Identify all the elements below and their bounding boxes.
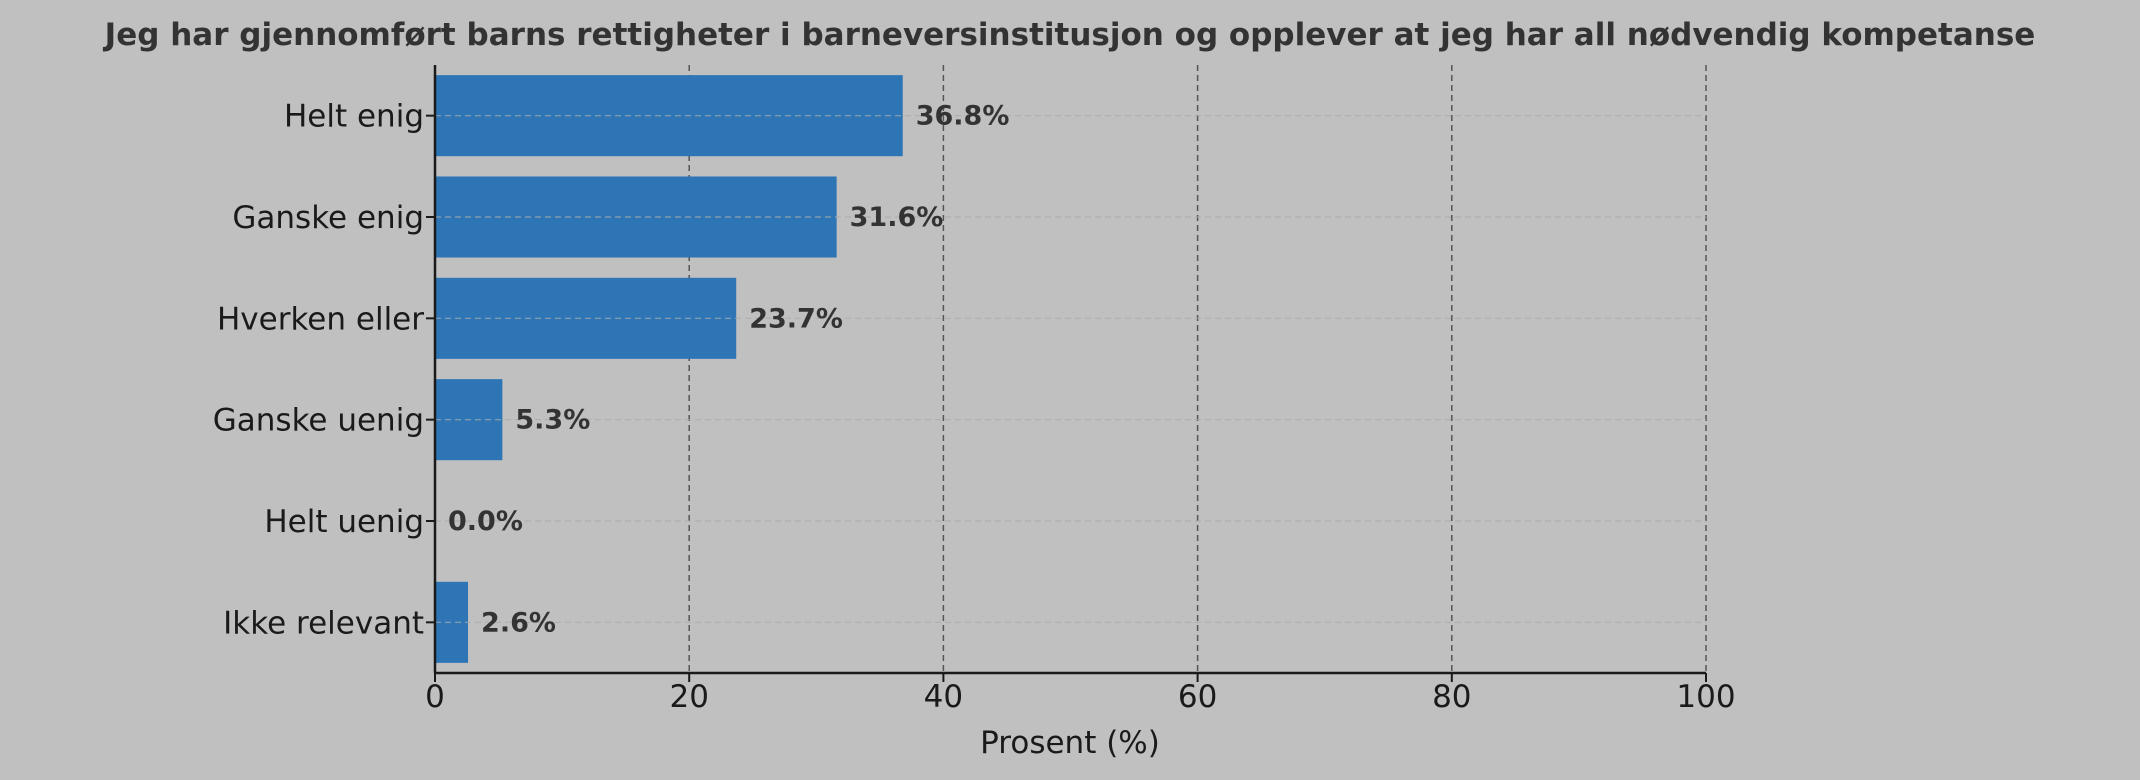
category-label: Ganske enig (232, 200, 424, 236)
value-label: 2.6% (481, 607, 556, 638)
value-label: 31.6% (850, 202, 944, 233)
value-label: 5.3% (515, 405, 590, 436)
x-tick-label: 100 (1676, 679, 1735, 715)
category-label: Hverken eller (217, 301, 424, 337)
labels-layer: 0 20 40 60 80 100 Helt enig Ganske enig Hverken … (213, 99, 1736, 715)
x-axis-title: Prosent (%) (980, 725, 1160, 761)
category-label: Ganske uenig (213, 403, 424, 439)
grid-layer (688, 65, 1707, 673)
category-label: Helt uenig (264, 504, 424, 540)
x-tick-label: 0 (425, 679, 445, 715)
value-label: 0.0% (448, 506, 523, 537)
horizontal-grid-layer (435, 115, 1706, 623)
x-tick-label: 80 (1432, 679, 1471, 715)
axes-layer (426, 65, 1707, 682)
category-label: Helt enig (284, 99, 424, 135)
value-label: 36.8% (916, 101, 1010, 132)
bars-layer (435, 75, 903, 663)
x-tick-label: 20 (669, 679, 708, 715)
category-label: Ikke relevant (223, 605, 424, 641)
x-tick-label: 60 (1178, 679, 1217, 715)
chart-title: Jeg har gjennomført barns rettigheter i … (103, 17, 2036, 53)
value-label: 23.7% (749, 303, 843, 334)
x-tick-label: 40 (924, 679, 963, 715)
